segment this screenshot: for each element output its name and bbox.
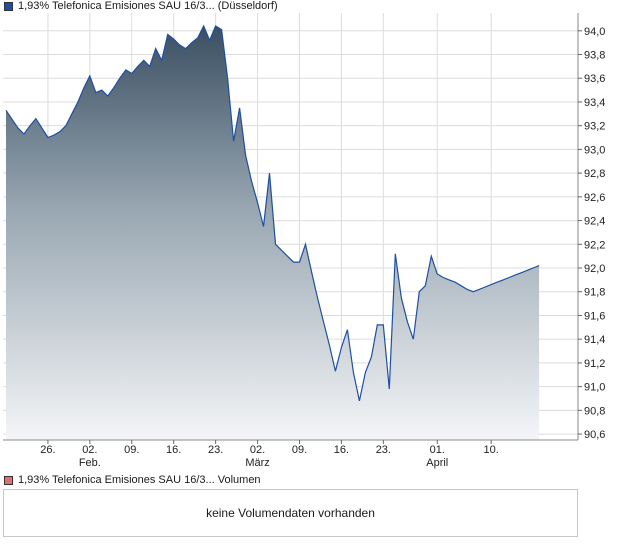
plot-frame <box>3 13 579 441</box>
x-tick-label: 16. <box>166 444 181 456</box>
y-tick-label: 93,8 <box>584 50 605 62</box>
y-tick-label: 94,0 <box>584 26 605 38</box>
price-area <box>6 26 540 440</box>
volume-legend-swatch <box>4 475 13 485</box>
x-tick-label: 10. <box>484 444 499 456</box>
y-tick-label: 93,2 <box>584 121 605 133</box>
volume-legend: 1,93% Telefonica Emisiones SAU 16/3... V… <box>4 474 261 486</box>
volume-panel: keine Volumendaten vorhanden <box>3 489 578 537</box>
x-tick-label: 02. <box>82 444 97 456</box>
y-tick-label: 93,6 <box>584 73 605 85</box>
y-tick-label: 92,8 <box>584 168 605 180</box>
y-tick-label: 92,0 <box>584 263 605 275</box>
x-tick-label: 23. <box>208 444 223 456</box>
price-legend: 1,93% Telefonica Emisiones SAU 16/3... (… <box>4 0 278 12</box>
x-tick-label: 16. <box>334 444 349 456</box>
y-tick-label: 91,2 <box>584 358 605 370</box>
x-tick-label: 26. <box>40 444 55 456</box>
y-tick-label: 93,4 <box>584 97 605 109</box>
x-tick-label: 01. <box>430 444 445 456</box>
y-tick-label: 91,0 <box>584 382 605 394</box>
y-tick-label: 93,0 <box>584 144 605 156</box>
price-legend-label: 1,93% Telefonica Emisiones SAU 16/3... (… <box>18 0 278 12</box>
x-tick-label: 23. <box>376 444 391 456</box>
x-month-label: Feb. <box>79 457 101 469</box>
x-month-label: April <box>426 457 448 469</box>
y-tick-label: 92,6 <box>584 192 605 204</box>
price-chart: 94,0 93,8 93,6 93,4 93,2 93,0 92,8 92,6 92,4 92,2… <box>3 13 605 469</box>
y-axis: 94,0 93,8 93,6 93,4 93,2 93,0 92,8 92,6 92,4 92,2… <box>578 26 605 441</box>
no-volume-message: keine Volumendaten vorhanden <box>206 506 375 520</box>
y-tick-label: 91,4 <box>584 334 605 346</box>
x-tick-label: 09. <box>124 444 139 456</box>
price-legend-swatch <box>4 1 13 11</box>
price-line <box>5 24 540 402</box>
y-tick-label: 91,6 <box>584 310 605 322</box>
y-tick-label: 91,8 <box>584 287 605 299</box>
y-tick-label: 90,8 <box>584 405 605 417</box>
volume-legend-label: 1,93% Telefonica Emisiones SAU 16/3... V… <box>18 474 261 486</box>
x-tick-label: 02. <box>250 444 265 456</box>
x-month-label: März <box>245 457 269 469</box>
y-tick-label: 92,2 <box>584 239 605 251</box>
x-tick-label: 09. <box>292 444 307 456</box>
y-tick-label: 92,4 <box>584 216 605 228</box>
y-tick-label: 90,6 <box>584 429 605 441</box>
